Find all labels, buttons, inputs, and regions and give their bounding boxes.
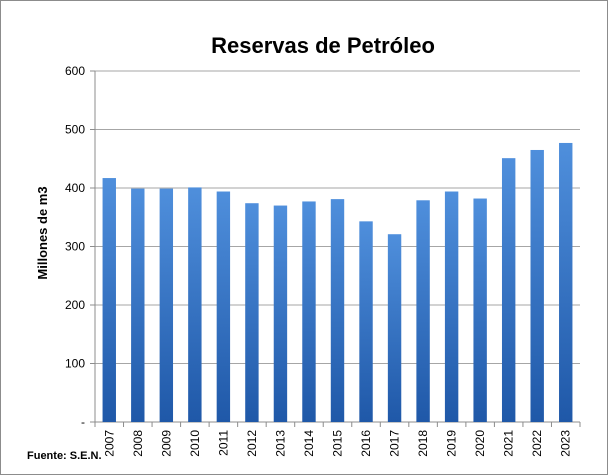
bar-2012: [245, 203, 259, 422]
y-tick-labels: - 100 200 300 400 500 600: [65, 64, 85, 429]
bar-2016: [359, 221, 373, 422]
y-tick-label: 600: [65, 64, 85, 78]
chart-title: Reservas de Petróleo: [211, 33, 435, 58]
x-tick-label: 2007: [102, 430, 116, 457]
x-tick-label: 2019: [445, 430, 459, 457]
bar-2023: [559, 142, 573, 422]
x-tick-label: 2012: [245, 430, 259, 457]
source-note: Fuente: S.E.N.: [27, 450, 102, 462]
x-tick-labels: 2007 2008 2009 2010 2011 2012 2013 2014 2015 2016…: [102, 430, 572, 457]
bars: [102, 142, 573, 423]
bar-2009: [159, 188, 174, 422]
bar-2010: [188, 187, 202, 422]
x-tick-label: 2018: [416, 430, 430, 457]
x-tick-label: 2023: [559, 430, 573, 457]
bar-2015: [330, 199, 345, 422]
x-tick-label: 2022: [530, 430, 544, 457]
x-tick-label: 2015: [331, 430, 345, 457]
x-tick-label: 2011: [216, 430, 230, 456]
x-tick-label: 2010: [188, 430, 202, 457]
bar-2021: [501, 158, 516, 423]
bar-2013: [273, 205, 288, 422]
bar-2007: [102, 178, 116, 422]
bar-2019: [444, 191, 459, 422]
bar-2017: [387, 234, 402, 422]
bar-2022: [530, 149, 544, 422]
y-tick-label: 500: [65, 123, 85, 137]
bar-2020: [473, 198, 487, 422]
x-tick-label: 2021: [502, 430, 516, 457]
bar-2018: [416, 200, 430, 422]
bar-2011: [216, 191, 231, 422]
y-axis-label: Millones de m3: [35, 186, 50, 279]
x-tick-label: 2014: [302, 430, 316, 457]
bar-2008: [131, 188, 145, 422]
x-tick-label: 2017: [388, 430, 402, 457]
y-tick-label: 300: [65, 240, 85, 254]
y-tick-label: 200: [65, 298, 85, 312]
x-tick-label: 2013: [273, 430, 287, 457]
y-tick-label: -: [81, 415, 85, 429]
x-tick-label: 2008: [131, 430, 145, 457]
bar-2014: [302, 201, 316, 422]
y-tick-label: 100: [65, 357, 85, 371]
x-tick-label: 2020: [473, 430, 487, 457]
x-tick-label: 2016: [359, 430, 373, 457]
y-tick-label: 400: [65, 181, 85, 195]
x-tick-label: 2009: [159, 430, 173, 457]
